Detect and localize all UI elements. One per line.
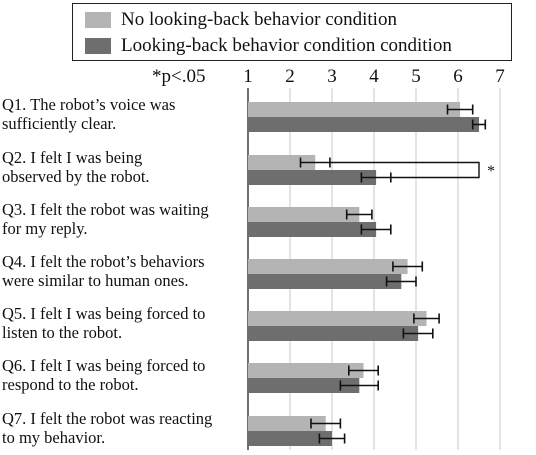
category-label: sufficiently clear. [2, 114, 116, 133]
category-label: Q7. I felt the robot was reacting [2, 409, 212, 428]
bar [248, 326, 419, 341]
x-tick-label: 4 [369, 66, 379, 87]
bar [248, 431, 332, 446]
category-label: for my reply. [2, 219, 88, 238]
category-label: Q4. I felt the robot’s behaviors [2, 252, 205, 271]
x-tick-label: 5 [411, 66, 421, 87]
category-label: were similar to human ones. [2, 271, 189, 290]
bar [248, 378, 360, 393]
legend-label: Looking-back behavior condition conditio… [121, 35, 452, 56]
bar [248, 102, 461, 117]
bar [248, 170, 377, 185]
legend-item: No looking-back behavior condition [85, 8, 397, 32]
bar [248, 222, 377, 237]
category-label: observed by the robot. [2, 167, 150, 186]
significance-bracket [329, 161, 480, 179]
legend: No looking-back behavior condition Looki… [72, 3, 512, 61]
bar [248, 259, 408, 274]
bar [248, 363, 364, 378]
x-tick-label: 1 [243, 66, 253, 87]
category-label: Q1. The robot’s voice was [2, 95, 175, 114]
bar [248, 416, 326, 431]
category-label: listen to the robot. [2, 323, 122, 342]
x-tick-label: 6 [453, 66, 463, 87]
category-label: Q2. I felt I was being [2, 148, 142, 167]
category-label: Q5. I felt I was being forced to [2, 304, 205, 323]
legend-swatch [85, 12, 111, 28]
category-label: Q3. I felt the robot was waiting [2, 200, 209, 219]
category-label: respond to the robot. [2, 375, 139, 394]
bar [248, 117, 479, 132]
legend-label: No looking-back behavior condition [121, 9, 397, 30]
legend-swatch [85, 38, 111, 54]
bar [248, 155, 316, 170]
significance-note: *p<.05 [152, 66, 205, 87]
legend-item: Looking-back behavior condition conditio… [85, 34, 452, 58]
bar [248, 311, 427, 326]
category-label: Q6. I felt I was being forced to [2, 356, 205, 375]
bar [248, 207, 360, 222]
significance-star: * [487, 163, 495, 180]
x-tick-label: 7 [495, 66, 505, 87]
category-label: to my behavior. [2, 428, 105, 447]
x-tick-label: 3 [327, 66, 337, 87]
x-tick-label: 2 [285, 66, 295, 87]
bar [248, 274, 402, 289]
